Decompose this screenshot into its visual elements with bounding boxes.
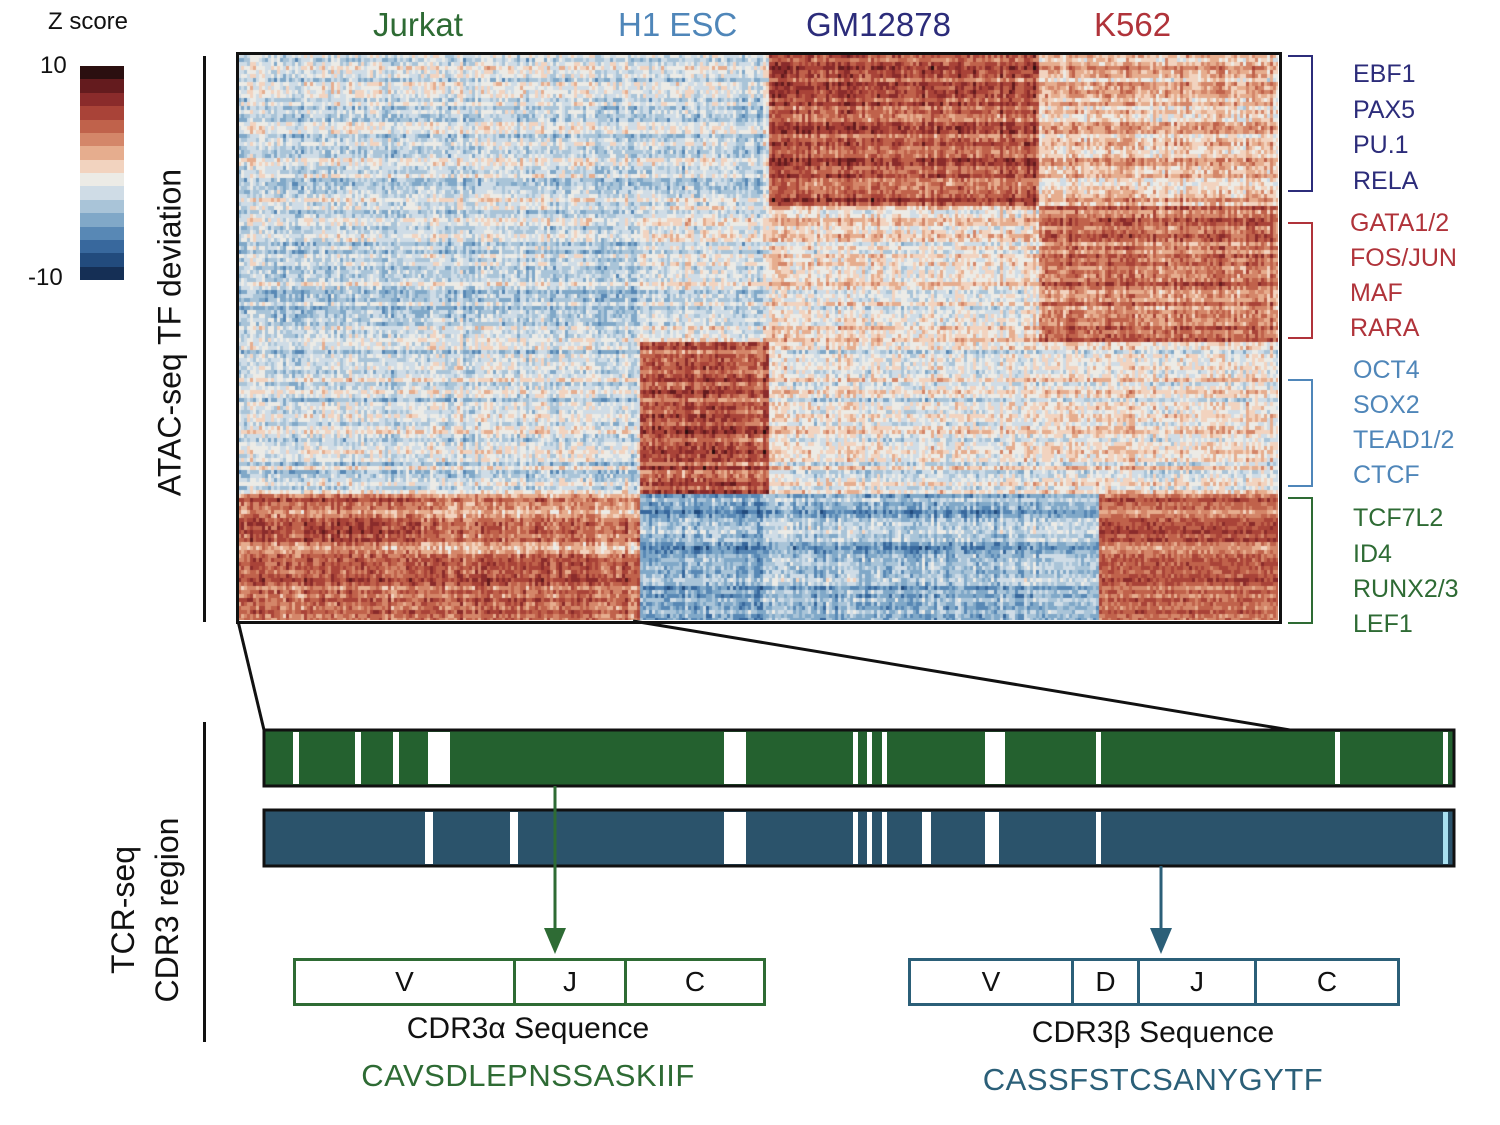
tcr-beta-gap — [1443, 812, 1448, 864]
tcr-alpha-gap — [1335, 732, 1340, 784]
tf-label: SOX2 — [1353, 391, 1420, 419]
tcr-beta-gap — [882, 812, 887, 864]
tcr-beta-gap — [867, 812, 872, 864]
tcr-bars — [262, 728, 1456, 868]
colorbar-swatch — [80, 92, 124, 107]
colorbar — [80, 66, 124, 280]
colorbar-swatch — [80, 159, 124, 173]
top-axis-line — [203, 56, 206, 622]
tcr-beta-gap — [853, 812, 858, 864]
zoom-line-right — [632, 619, 1291, 732]
colorbar-swatch — [80, 253, 124, 267]
alpha-sequence-title: CDR3α Sequence — [406, 1012, 650, 1045]
colorbar-min-label: -10 — [28, 264, 63, 291]
tf-label: PU.1 — [1353, 131, 1409, 159]
tcr-beta-gap — [922, 812, 931, 864]
tcr-beta-frame — [262, 808, 1456, 868]
tcr-beta-gap — [1096, 812, 1101, 864]
heatmap-border — [236, 52, 1282, 624]
tf-label: MAF — [1350, 279, 1403, 307]
tf-label: GATA1/2 — [1350, 209, 1450, 237]
tf-label: RARA — [1350, 314, 1420, 342]
tcr-alpha-gap — [428, 732, 450, 784]
alpha-segment-box: V J C — [293, 958, 766, 1006]
cell-line-gm12878: GM12878 — [806, 6, 951, 43]
colorbar-title: Z score — [48, 8, 129, 35]
tf-label: PAX5 — [1353, 96, 1416, 124]
zoom-line-left — [236, 620, 266, 731]
tcr-alpha-gap — [1096, 732, 1101, 784]
alpha-sequence: CAVSDLEPNSSASKIIF — [361, 1058, 695, 1093]
tcr-beta-gap — [724, 812, 746, 864]
beta-segment-box: V D J C — [908, 958, 1400, 1006]
colorbar-swatch — [80, 79, 124, 93]
tcr-alpha-gap — [724, 732, 746, 784]
tcr-beta-gap — [425, 812, 433, 864]
alpha-segment-j: J — [516, 961, 627, 1003]
colorbar-swatch — [80, 119, 124, 133]
colorbar-swatch — [80, 186, 124, 200]
tf-label: LEF1 — [1353, 610, 1413, 638]
beta-segment-c: C — [1316, 966, 1338, 997]
bottom-axis-line — [203, 722, 206, 1042]
beta-segment-j: J — [1140, 961, 1257, 1003]
alpha-segment-v: V — [296, 961, 516, 1003]
colorbar-swatch — [80, 106, 124, 120]
beta-sequence: CASSFSTCSANYGYTF — [982, 1062, 1324, 1097]
colorbar-swatch — [80, 173, 124, 187]
tcr-beta-gap — [510, 812, 518, 864]
colorbar-swatch — [80, 66, 124, 80]
heatmap — [238, 54, 1278, 620]
colorbar-swatch — [80, 226, 124, 240]
cell-line-jurkat: Jurkat — [373, 6, 463, 43]
bracket-group-2 — [1288, 222, 1313, 339]
tcr-alpha-gap — [882, 732, 887, 784]
tcr-alpha-gap — [867, 732, 872, 784]
tcr-alpha-gap — [293, 732, 299, 784]
tf-label: FOS/JUN — [1350, 244, 1457, 272]
tf-label: EBF1 — [1353, 60, 1416, 88]
colorbar-swatch — [80, 266, 124, 280]
tf-brackets — [1288, 55, 1313, 624]
tcr-alpha-gap — [355, 732, 361, 784]
colorbar-swatch — [80, 239, 124, 254]
tcr-alpha-gap — [393, 732, 399, 784]
tf-label: TCF7L2 — [1353, 504, 1444, 532]
tcr-alpha-bar — [264, 730, 1454, 786]
beta-segment-v: V — [911, 961, 1074, 1003]
tf-label: RELA — [1353, 167, 1419, 195]
bracket-group-3 — [1288, 379, 1313, 487]
tcr-alpha-gap — [853, 732, 858, 784]
colorbar-swatch — [80, 213, 124, 227]
tcr-beta-bar — [264, 810, 1454, 866]
tf-label: ID4 — [1353, 540, 1392, 568]
beta-sequence-title: CDR3β Sequence — [1031, 1016, 1275, 1049]
bracket-group-1 — [1288, 55, 1313, 192]
tf-label: TEAD1/2 — [1353, 426, 1455, 454]
tf-label: RUNX2/3 — [1353, 575, 1459, 603]
cell-line-k562: K562 — [1094, 6, 1172, 43]
tcr-beta-gap — [985, 812, 999, 864]
tcr-alpha-frame — [262, 728, 1456, 788]
colorbar-swatch — [80, 199, 124, 214]
colorbar-swatch — [80, 132, 124, 147]
alpha-arrow-head — [544, 928, 566, 954]
beta-segment-d: D — [1074, 961, 1140, 1003]
tf-label: CTCF — [1353, 461, 1420, 489]
beta-arrow-head — [1150, 928, 1172, 954]
tcr-alpha-gap — [985, 732, 1005, 784]
bracket-group-4 — [1288, 497, 1313, 624]
colorbar-max-label: 10 — [40, 52, 67, 79]
tcr-alpha-gap — [1443, 732, 1448, 784]
colorbar-swatch — [80, 146, 124, 160]
cell-line-h1-esc: H1 ESC — [618, 6, 738, 43]
alpha-segment-c: C — [684, 966, 706, 997]
tf-label: OCT4 — [1353, 356, 1420, 384]
